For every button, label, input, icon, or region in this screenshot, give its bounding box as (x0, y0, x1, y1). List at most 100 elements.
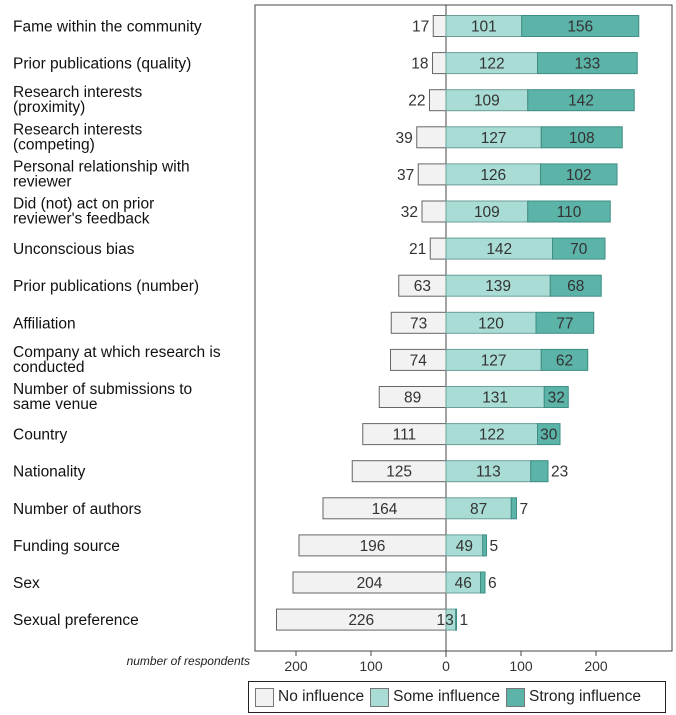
label-strong-influence-number-of-submissions-to-same-venue: 32 (548, 390, 565, 407)
category-label-fame-within-the-community: Fame within the community (13, 19, 202, 36)
label-no-influence-sex: 204 (357, 575, 383, 592)
label-no-influence-country: 111 (393, 427, 417, 444)
category-label-did-not-act-on-prior-reviewer-s-feedback: Did (not) act on prior reviewer's feedbac… (13, 196, 154, 228)
x-tick-label: 200 (284, 658, 308, 674)
bar-strong-influence-research-interests-competing (540, 126, 623, 149)
x-tick-label: 100 (509, 658, 533, 674)
legend-item-no-influence: No influence (255, 687, 365, 707)
label-no-influence-nationality: 125 (386, 464, 412, 481)
bar-no-influence-unconscious-bias (429, 237, 447, 260)
label-some-influence-number-of-submissions-to-same-venue: 131 (482, 390, 508, 407)
legend-label-no-influence: No influence (278, 688, 365, 705)
label-no-influence-fame-within-the-community: 17 (412, 19, 429, 36)
label-strong-influence-nationality: 23 (551, 464, 568, 481)
label-no-influence-did-not-act-on-prior-reviewer-s-feedback: 32 (401, 204, 418, 221)
label-strong-influence-sexual-preference: 1 (460, 612, 469, 629)
label-some-influence-prior-publications-number: 139 (485, 278, 511, 295)
label-no-influence-affiliation: 73 (410, 315, 427, 332)
label-some-influence-research-interests-competing: 127 (481, 130, 507, 147)
legend-label-some-influence: Some influence (393, 688, 501, 705)
bar-strong-influence-country (537, 423, 561, 446)
label-some-influence-prior-publications-quality: 122 (479, 56, 505, 73)
legend-swatch-some-influence (370, 687, 390, 707)
label-some-influence-research-interests-proximity: 109 (474, 93, 500, 110)
plot-frame (254, 4, 673, 652)
label-no-influence-sexual-preference: 226 (348, 612, 374, 629)
category-label-number-of-submissions-to-same-venue: Number of submissions to same venue (13, 381, 192, 413)
category-label-sexual-preference: Sexual preference (13, 612, 139, 629)
bar-strong-influence-nationality (530, 460, 549, 483)
legend-label-strong-influence: Strong influence (529, 688, 642, 705)
category-label-research-interests-proximity: Research interests (proximity) (13, 84, 142, 116)
label-strong-influence-funding-source: 5 (490, 538, 499, 555)
label-some-influence-nationality: 113 (476, 464, 501, 481)
bar-strong-influence-prior-publications-quality (537, 52, 638, 75)
x-tick-label: 200 (584, 658, 608, 674)
label-strong-influence-number-of-authors: 7 (520, 501, 529, 518)
label-strong-influence-prior-publications-number: 68 (567, 278, 584, 295)
label-no-influence-funding-source: 196 (360, 538, 386, 555)
label-no-influence-prior-publications-quality: 18 (411, 56, 428, 73)
category-label-personal-relationship-with-reviewer: Personal relationship with reviewer (13, 158, 190, 190)
bar-strong-influence-personal-relationship-with-reviewer (540, 163, 618, 186)
bar-no-influence-research-interests-proximity (429, 89, 447, 112)
label-strong-influence-research-interests-proximity: 142 (568, 93, 594, 110)
bar-strong-influence-sex (480, 571, 486, 594)
label-no-influence-number-of-submissions-to-same-venue: 89 (404, 390, 421, 407)
label-no-influence-personal-relationship-with-reviewer: 37 (397, 167, 414, 184)
bar-strong-influence-company-at-which-research-is-conducted (540, 348, 589, 371)
bar-no-influence-did-not-act-on-prior-reviewer-s-feedback (421, 200, 447, 223)
label-strong-influence-unconscious-bias: 70 (570, 241, 588, 258)
label-strong-influence-affiliation: 77 (556, 315, 573, 332)
category-label-unconscious-bias: Unconscious bias (13, 241, 135, 258)
category-label-prior-publications-number: Prior publications (number) (13, 278, 199, 295)
bar-no-influence-fame-within-the-community (432, 15, 447, 37)
x-tick-label: 100 (359, 658, 383, 674)
x-axis-group: 200 100 0 100 200 (284, 651, 608, 674)
bar-strong-influence-did-not-act-on-prior-reviewer-s-feedback (527, 200, 611, 223)
label-some-influence-sexual-preference: 13 (437, 612, 454, 629)
label-strong-influence-did-not-act-on-prior-reviewer-s-feedback: 110 (557, 204, 582, 221)
bar-no-influence-research-interests-competing (416, 126, 447, 149)
category-label-country: Country (13, 427, 68, 444)
legend-swatch-strong-influence (506, 687, 526, 707)
label-some-influence-sex: 46 (455, 575, 472, 592)
label-strong-influence-research-interests-competing: 108 (569, 130, 595, 147)
bar-strong-influence-sexual-preference (455, 608, 457, 631)
legend: No influence Some influence Strong influ… (248, 681, 666, 713)
label-strong-influence-fame-within-the-community: 156 (567, 19, 593, 36)
bar-strong-influence-prior-publications-number (549, 274, 602, 297)
bar-strong-influence-number-of-authors (510, 497, 517, 520)
label-some-influence-did-not-act-on-prior-reviewer-s-feedback: 109 (474, 204, 500, 221)
label-strong-influence-prior-publications-quality: 133 (574, 56, 600, 73)
bar-strong-influence-affiliation (535, 311, 595, 334)
label-no-influence-research-interests-proximity: 22 (408, 93, 425, 110)
label-no-influence-research-interests-competing: 39 (396, 130, 413, 147)
label-strong-influence-sex: 6 (488, 575, 497, 592)
category-label-prior-publications-quality: Prior publications (quality) (13, 56, 191, 73)
x-axis-label: number of respondents (127, 654, 250, 668)
category-label-number-of-authors: Number of authors (13, 501, 142, 518)
category-label-company-at-which-research-is-conducted: Company at which research is conducted (13, 344, 221, 376)
category-labels-group: Fame within the community Prior publicati… (13, 19, 221, 630)
label-no-influence-unconscious-bias: 21 (409, 241, 426, 258)
label-some-influence-affiliation: 120 (478, 315, 504, 332)
x-tick-label: 0 (442, 658, 450, 674)
label-no-influence-company-at-which-research-is-conducted: 74 (410, 352, 428, 369)
label-some-influence-company-at-which-research-is-conducted: 127 (481, 352, 507, 369)
bar-strong-influence-funding-source (482, 534, 487, 557)
category-label-nationality: Nationality (13, 464, 86, 481)
category-label-sex: Sex (13, 575, 40, 592)
legend-item-some-influence: Some influence (370, 687, 501, 707)
bar-strong-influence-unconscious-bias (552, 237, 606, 260)
bar-strong-influence-number-of-submissions-to-same-venue (543, 386, 569, 408)
label-some-influence-personal-relationship-with-reviewer: 126 (480, 167, 506, 184)
label-strong-influence-country: 30 (540, 427, 558, 444)
legend-swatch-no-influence (255, 687, 274, 707)
label-strong-influence-personal-relationship-with-reviewer: 102 (566, 167, 592, 184)
legend-item-strong-influence: Strong influence (506, 687, 642, 707)
label-some-influence-country: 122 (479, 427, 505, 444)
label-no-influence-number-of-authors: 164 (372, 501, 398, 518)
